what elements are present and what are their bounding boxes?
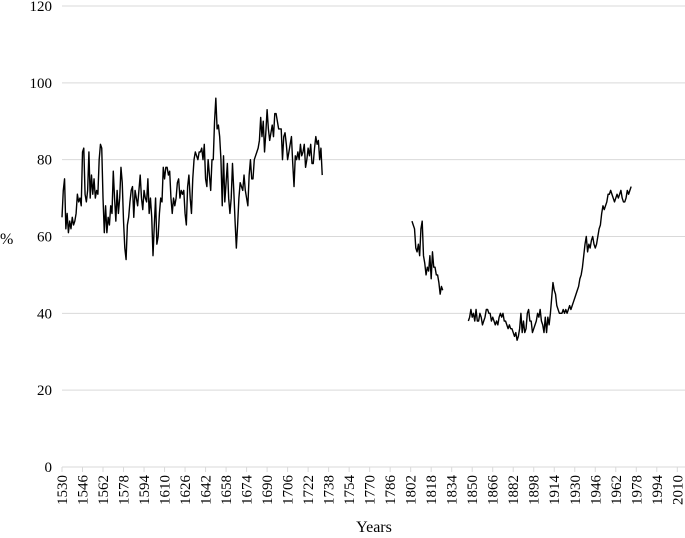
x-tick-label: 1866 xyxy=(486,475,502,506)
x-tick-label: 2010 xyxy=(670,475,685,505)
x-tick-label: 1818 xyxy=(424,475,440,505)
y-tick-label: 0 xyxy=(45,460,53,476)
x-axis-tick-labels: 1530 1546 1562 1578 1594 1610 1626 1642 1658 1674… xyxy=(55,475,685,506)
x-tick-label: 1642 xyxy=(199,475,215,505)
x-tick-label: 1994 xyxy=(650,475,666,506)
y-tick-label: 100 xyxy=(30,76,53,92)
y-tick-label: 120 xyxy=(30,0,53,15)
x-tick-label: 1914 xyxy=(547,475,563,506)
x-tick-label: 1802 xyxy=(404,475,420,505)
x-tick-label: 1946 xyxy=(588,475,604,506)
x-tick-label: 1722 xyxy=(301,475,317,505)
x-tick-label: 1594 xyxy=(137,475,153,506)
x-tick-label: 1658 xyxy=(219,475,235,505)
x-tick-label: 1674 xyxy=(240,475,256,506)
series-line-segment-2 xyxy=(411,220,444,295)
x-tick-label: 1610 xyxy=(158,475,174,505)
x-tick-label: 1898 xyxy=(527,475,543,505)
series-lines xyxy=(61,97,632,341)
x-tick-label: 1738 xyxy=(322,475,338,505)
x-tick-label: 1834 xyxy=(445,475,461,506)
y-tick-label: 80 xyxy=(37,153,52,169)
x-tick-label: 1578 xyxy=(117,475,133,505)
x-tick-label: 1850 xyxy=(465,475,481,505)
x-tick-label: 1626 xyxy=(178,475,194,506)
x-tick-label: 1706 xyxy=(281,475,297,506)
y-tick-label: 20 xyxy=(37,383,52,399)
x-tick-label: 1754 xyxy=(342,475,358,506)
x-tick-label: 1770 xyxy=(363,475,379,505)
x-tick-label: 1978 xyxy=(629,475,645,505)
series-line-segment-3 xyxy=(467,186,632,341)
x-axis xyxy=(61,466,685,472)
x-tick-label: 1546 xyxy=(76,475,92,506)
y-axis-label: % xyxy=(0,231,13,248)
y-axis-tick-labels: 0 20 40 60 80 100 120 xyxy=(30,0,53,476)
x-tick-label: 1562 xyxy=(96,475,112,505)
x-tick-label: 1930 xyxy=(568,475,584,505)
x-axis-label: Years xyxy=(356,519,392,536)
x-tick-label: 1530 xyxy=(55,475,71,505)
x-tick-label: 1962 xyxy=(609,475,625,505)
x-tick-label: 1882 xyxy=(506,475,522,505)
x-tick-label: 1786 xyxy=(383,475,399,506)
series-line-segment-1 xyxy=(61,97,323,261)
x-tick-label: 1690 xyxy=(260,475,276,505)
y-tick-label: 60 xyxy=(37,230,52,246)
gridlines xyxy=(62,5,685,391)
y-tick-label: 40 xyxy=(37,306,52,322)
